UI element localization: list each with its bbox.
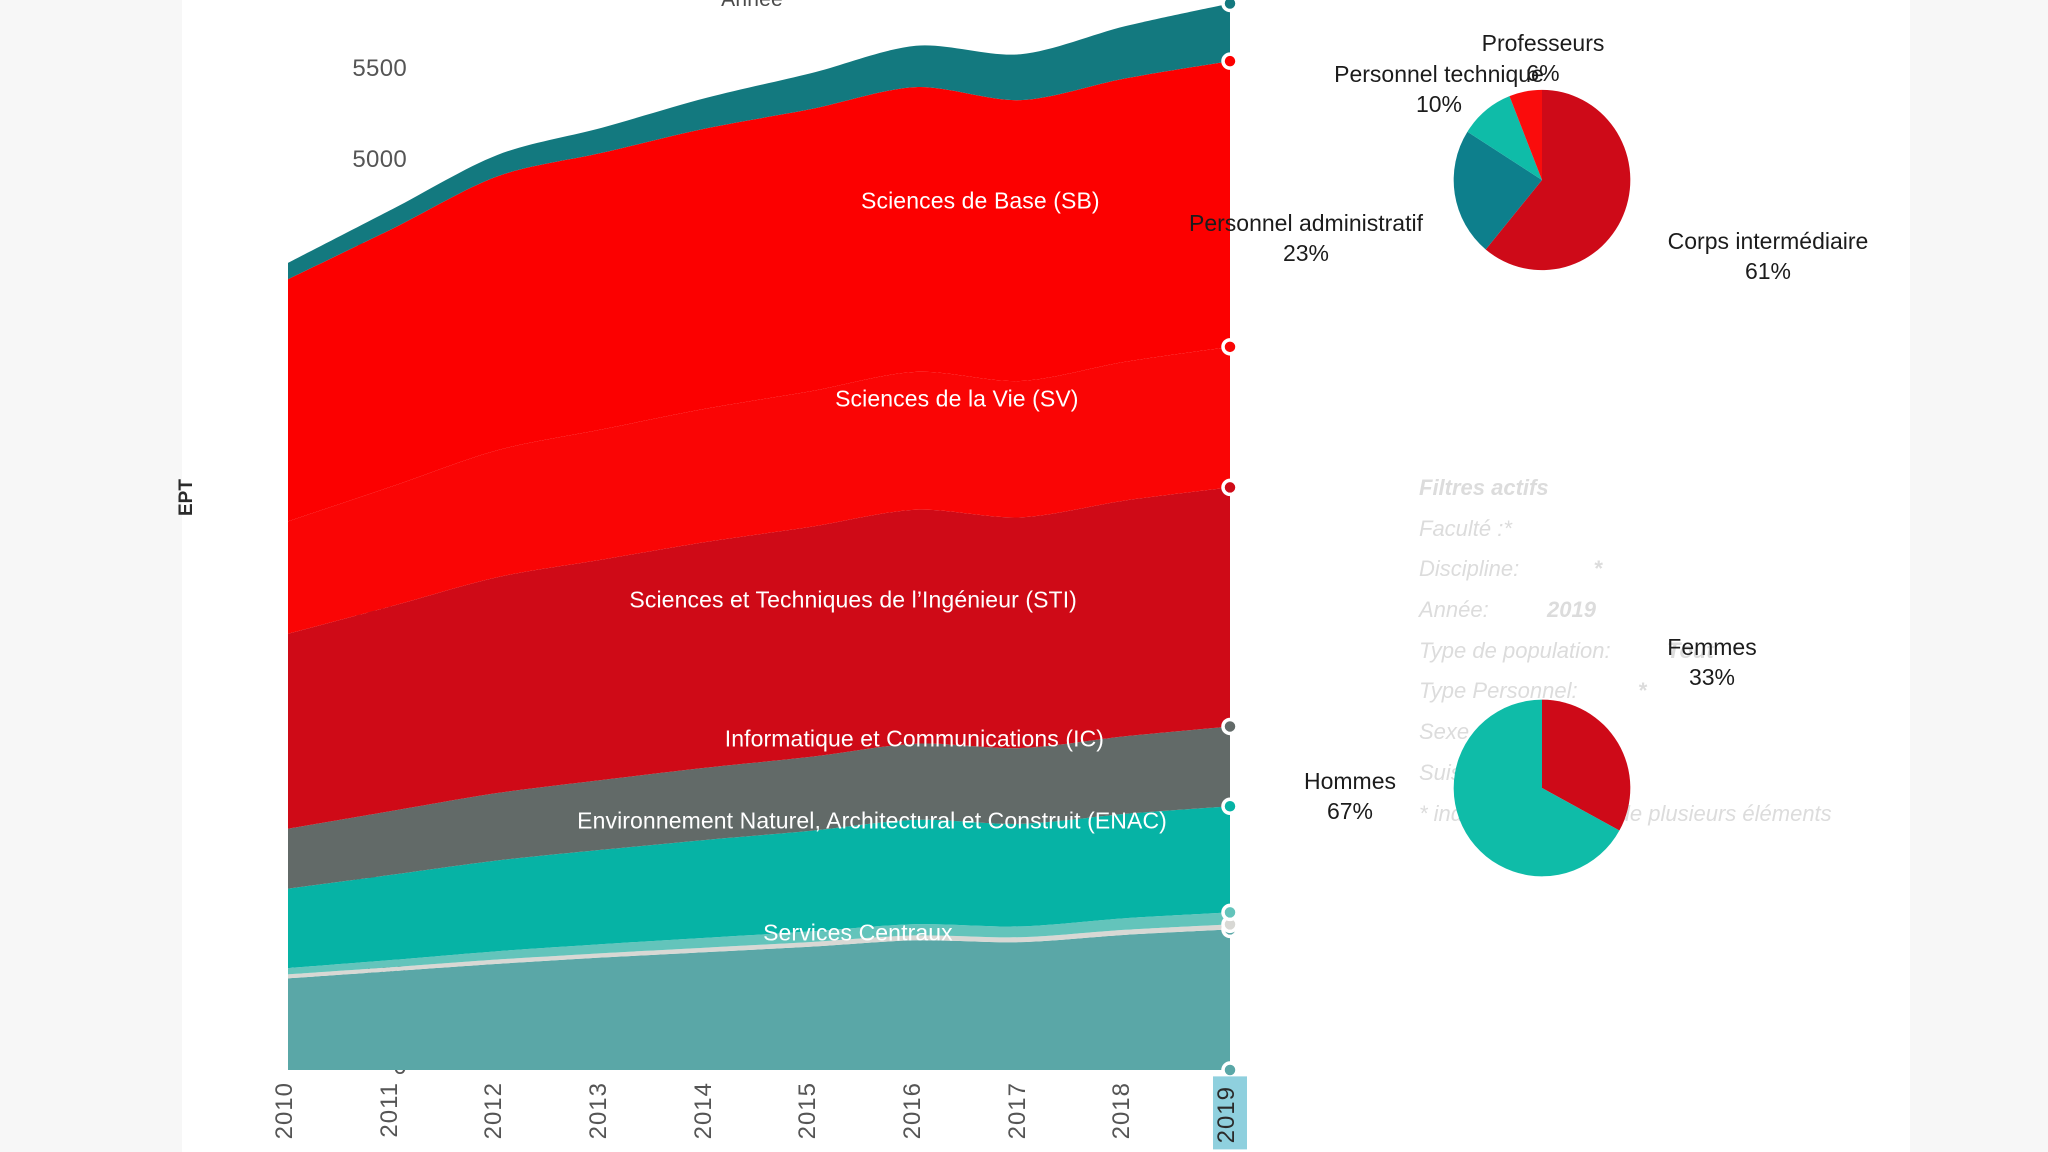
pie2-label-femmes: Femmes 33% bbox=[1622, 632, 1802, 693]
x-axis-tick-2012[interactable]: 2012 bbox=[480, 1082, 508, 1140]
area-band-label: Informatique et Communications (IC) bbox=[724, 725, 1105, 752]
filter-label-faculte: Faculté :* bbox=[1419, 515, 1512, 541]
x-axis-tick-2018[interactable]: 2018 bbox=[1108, 1082, 1136, 1140]
series-endpoint-marker[interactable] bbox=[1221, 0, 1239, 13]
x-axis-tick-2015[interactable]: 2015 bbox=[794, 1082, 822, 1140]
pie2-pct-hommes: 67% bbox=[1326, 798, 1374, 825]
pie-chart-type-personnel[interactable] bbox=[1450, 88, 1634, 272]
pie-slice[interactable] bbox=[1542, 699, 1631, 831]
x-axis-tick-2014[interactable]: 2014 bbox=[689, 1082, 717, 1140]
pie-slice[interactable] bbox=[1453, 699, 1620, 877]
series-endpoint-marker[interactable] bbox=[1221, 338, 1239, 356]
pie1-label-personnel-administratif: Personnel administratif 23% bbox=[1136, 208, 1476, 269]
area-band-label: Sciences de Base (SB) bbox=[861, 187, 1100, 214]
pie1-pct-personnel-administratif: 23% bbox=[1282, 240, 1330, 267]
pie1-label-personnel-technique-text: Personnel technique bbox=[1334, 61, 1544, 87]
series-endpoint-marker[interactable] bbox=[1221, 903, 1239, 922]
x-axis-ticks[interactable]: 2010 2011 2012 2013 2014 2015 2016 2017 2018 2019 bbox=[182, 0, 1322, 1152]
filter-label-annee: Année: bbox=[1419, 597, 1489, 623]
area-band-label: Sciences et Techniques de l’Ingénieur (S… bbox=[629, 586, 1077, 613]
filter-label-type-personnel: Type Personnel: bbox=[1419, 678, 1578, 704]
area-band[interactable] bbox=[288, 912, 1230, 975]
pie2-label-hommes: Hommes 67% bbox=[1260, 766, 1440, 827]
series-endpoint-marker[interactable] bbox=[1221, 52, 1239, 70]
pie1-pct-professeurs: 6% bbox=[1526, 60, 1560, 87]
filter-value-annee: 2019 bbox=[1546, 597, 1596, 623]
pie1-label-professeurs: Professeurs 6% bbox=[1468, 28, 1618, 89]
pie1-pct-personnel-technique: 10% bbox=[1415, 91, 1463, 118]
pie1-label-personnel-technique: Personnel technique 10% bbox=[1294, 59, 1584, 120]
filter-row-discipline: Discipline: * bbox=[1419, 549, 1832, 590]
series-endpoint-marker[interactable] bbox=[1221, 478, 1239, 497]
right-column: Professeurs 6% Personnel technique 10% P… bbox=[1189, 0, 1910, 1152]
area-chart[interactable]: Année EPT 050010001500200025003000350040… bbox=[176, 0, 1322, 1152]
series-endpoint-marker[interactable] bbox=[1221, 717, 1239, 736]
area-band[interactable] bbox=[288, 726, 1230, 889]
filter-label-discipline: Discipline: bbox=[1419, 556, 1520, 582]
filters-heading: Filtres actifs bbox=[1419, 475, 1549, 500]
filter-value-type-personnel: * bbox=[1637, 678, 1647, 704]
dashboard-panel: Année EPT 050010001500200025003000350040… bbox=[176, 0, 1910, 1152]
filter-row-type-population: Type de population: Tout bbox=[1419, 631, 1832, 672]
pie2-label-femmes-text: Femmes bbox=[1667, 634, 1757, 660]
filter-value-discipline: * bbox=[1593, 556, 1603, 582]
pie1-label-professeurs-text: Professeurs bbox=[1481, 30, 1605, 56]
series-endpoint-marker[interactable] bbox=[1221, 797, 1239, 816]
x-axis-tick-2011[interactable]: 2011 bbox=[375, 1082, 403, 1138]
x-axis-title: Année bbox=[182, 0, 1322, 12]
area-band[interactable] bbox=[288, 806, 1230, 969]
x-axis-tick-2017[interactable]: 2017 bbox=[1003, 1082, 1031, 1140]
pie-slice[interactable] bbox=[1485, 89, 1631, 271]
x-axis-tick-2013[interactable]: 2013 bbox=[585, 1082, 612, 1140]
pie-type-personnel-svg[interactable] bbox=[1450, 88, 1634, 272]
filter-row-type-personnel: Type Personnel: * bbox=[1419, 671, 1832, 712]
x-axis-tick-2016[interactable]: 2016 bbox=[899, 1082, 926, 1140]
filter-label-type-population: Type de population: bbox=[1419, 637, 1611, 663]
area-chart-svg[interactable] bbox=[182, 0, 1322, 1152]
pie-slice[interactable] bbox=[1467, 96, 1542, 180]
area-band-label: Environnement Naturel, Architectural et … bbox=[577, 807, 1167, 834]
pie2-label-hommes-text: Hommes bbox=[1303, 768, 1396, 794]
x-axis-tick-2010[interactable]: 2010 bbox=[271, 1082, 298, 1140]
area-band[interactable] bbox=[288, 346, 1230, 634]
pie-chart-sexe[interactable] bbox=[1450, 696, 1634, 880]
area-band[interactable] bbox=[288, 3, 1230, 280]
pie-slice[interactable] bbox=[1453, 131, 1542, 250]
pie1-label-corps-intermediaire-text: Corps intermédiaire bbox=[1667, 228, 1869, 254]
pie1-pct-corps-intermediaire: 61% bbox=[1744, 258, 1792, 285]
x-axis-tick-2019[interactable]: 2019 bbox=[1213, 1076, 1247, 1150]
filter-value-type-population: Tout bbox=[1666, 637, 1714, 663]
area-band[interactable] bbox=[288, 61, 1230, 522]
pie-slice[interactable] bbox=[1509, 89, 1542, 180]
area-band[interactable] bbox=[288, 487, 1230, 829]
pie1-label-personnel-administratif-text: Personnel administratif bbox=[1189, 210, 1423, 236]
filter-row-annee: Année: 2019 bbox=[1419, 590, 1832, 631]
area-band[interactable] bbox=[288, 924, 1230, 979]
y-axis-tick-label: 5000 bbox=[352, 146, 407, 174]
area-band-label: Sciences de la Vie (SV) bbox=[835, 385, 1079, 412]
area-band[interactable] bbox=[288, 929, 1230, 1070]
filter-row-faculte: Faculté :* bbox=[1419, 509, 1832, 550]
y-axis-tick-label: 5500 bbox=[352, 55, 407, 83]
area-band-label: Services Centraux bbox=[763, 919, 953, 946]
pie1-label-corps-intermediaire: Corps intermédiaire 61% bbox=[1618, 226, 1918, 287]
pie-sexe-svg[interactable] bbox=[1450, 696, 1634, 880]
pie2-pct-femmes: 33% bbox=[1688, 664, 1736, 691]
